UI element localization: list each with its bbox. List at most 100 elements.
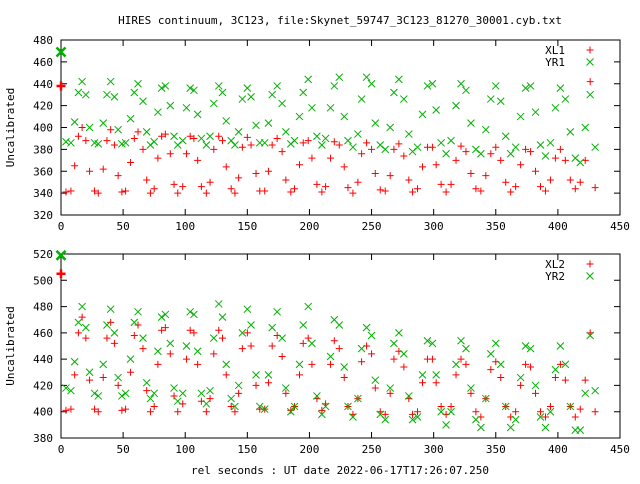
y-tick-label: 420 — [33, 100, 53, 113]
data-point — [178, 136, 187, 145]
data-point — [400, 363, 408, 371]
data-point — [222, 360, 231, 369]
data-point — [227, 402, 235, 410]
data-point — [62, 384, 70, 392]
data-point — [86, 376, 94, 384]
data-point — [296, 161, 304, 169]
y-tick-label: 500 — [33, 274, 53, 287]
data-point — [126, 355, 135, 363]
data-point — [179, 183, 187, 191]
x-tick-label: 150 — [237, 220, 257, 233]
data-point — [404, 392, 413, 400]
data-point — [517, 381, 525, 389]
data-point — [487, 150, 495, 158]
data-point — [174, 189, 182, 197]
data-point — [546, 402, 554, 410]
data-point — [340, 112, 349, 121]
data-point — [395, 140, 403, 148]
data-point — [78, 302, 86, 311]
data-point — [344, 184, 352, 192]
data-point — [235, 174, 243, 182]
data-point — [255, 402, 264, 411]
data-point — [146, 189, 154, 197]
data-point — [247, 93, 255, 101]
data-point — [386, 123, 395, 132]
data-point — [428, 355, 436, 363]
data-point — [193, 110, 202, 119]
data-point — [103, 321, 111, 329]
data-point — [154, 360, 162, 368]
data-point — [322, 183, 330, 191]
data-point — [67, 405, 75, 413]
data-point — [71, 371, 79, 379]
data-point — [497, 374, 505, 382]
data-point — [437, 138, 445, 147]
data-point — [576, 158, 585, 167]
data-point — [74, 318, 83, 327]
y-tick-label: 480 — [33, 34, 53, 47]
data-point — [234, 128, 243, 136]
data-point — [222, 371, 230, 379]
data-point — [99, 374, 107, 382]
data-point — [190, 86, 198, 95]
data-point — [432, 371, 441, 379]
data-point — [335, 321, 344, 329]
data-point — [55, 249, 67, 261]
data-point — [182, 355, 190, 363]
data-point — [457, 355, 465, 363]
data-point — [143, 387, 151, 395]
data-point — [442, 188, 450, 196]
data-point — [413, 413, 422, 421]
data-point — [556, 360, 564, 368]
data-point — [107, 126, 115, 134]
data-point — [55, 46, 67, 58]
data-point — [340, 163, 348, 171]
data-point — [335, 73, 344, 82]
data-point — [150, 389, 159, 398]
data-point — [268, 342, 276, 350]
data-point — [386, 384, 395, 392]
data-point — [531, 381, 540, 390]
data-point — [512, 408, 520, 416]
data-point — [206, 132, 214, 141]
data-point — [381, 187, 389, 195]
data-point — [206, 395, 214, 403]
data-point — [566, 176, 574, 184]
data-point — [78, 124, 86, 131]
data-point — [432, 379, 440, 387]
data-point — [321, 402, 330, 411]
data-point — [452, 360, 460, 369]
data-point — [243, 329, 251, 337]
data-point — [161, 324, 169, 332]
data-point — [467, 169, 475, 177]
data-point — [457, 79, 465, 88]
data-point — [218, 88, 227, 97]
data-point — [308, 103, 316, 112]
data-point — [452, 371, 460, 379]
y-tick-label: 400 — [33, 122, 53, 135]
data-point — [121, 138, 130, 147]
data-point — [173, 397, 182, 406]
data-point — [186, 326, 194, 334]
data-point — [161, 82, 170, 90]
data-point — [400, 152, 408, 160]
data-point — [106, 77, 115, 86]
data-point — [202, 399, 211, 408]
data-point — [527, 148, 535, 156]
data-point — [437, 402, 445, 410]
data-point — [556, 342, 565, 350]
data-point — [362, 73, 371, 82]
data-point — [428, 143, 436, 151]
data-point — [85, 368, 94, 377]
data-point — [290, 136, 299, 145]
data-point — [166, 101, 175, 110]
panels: 0 50 100 150 200 250 300 350 400 450 320 340 360 380 4… — [4, 34, 630, 456]
y-axis-label: Uncalibrated — [4, 306, 17, 385]
data-point — [326, 352, 335, 361]
data-point — [209, 99, 218, 108]
x-tick-label: 50 — [116, 443, 129, 456]
data-point — [472, 408, 480, 416]
data-point — [186, 307, 195, 316]
y-tick-label: 400 — [33, 406, 53, 419]
